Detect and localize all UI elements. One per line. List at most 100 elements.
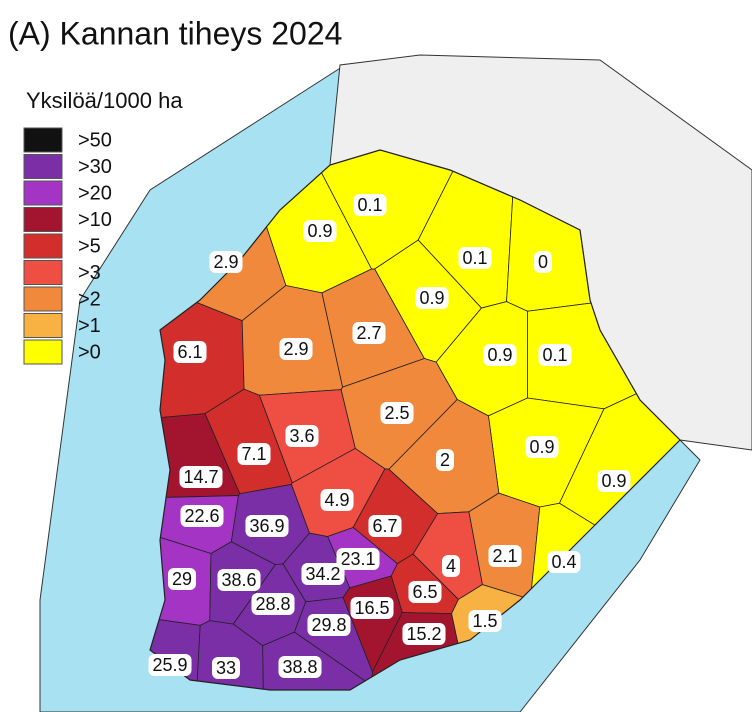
title: (A) Kannan tiheys 2024 bbox=[8, 15, 342, 51]
region-label: 4 bbox=[441, 555, 461, 577]
region-label: 3.6 bbox=[285, 425, 319, 447]
region-label: 33 bbox=[211, 657, 241, 679]
region-label: 0.9 bbox=[597, 470, 631, 492]
label-box bbox=[237, 443, 271, 465]
label-box bbox=[547, 551, 581, 573]
region-value: 6.1 bbox=[177, 342, 202, 362]
region-label: 36.9 bbox=[245, 515, 289, 537]
region-value: 0.9 bbox=[529, 437, 554, 457]
legend-swatch bbox=[23, 154, 63, 179]
label-box bbox=[350, 597, 394, 619]
region-label: 23.1 bbox=[336, 548, 380, 570]
region-value: 1.5 bbox=[472, 611, 497, 631]
region-label: 0.9 bbox=[303, 220, 337, 242]
legend-swatch bbox=[23, 127, 63, 153]
label-box bbox=[209, 251, 243, 273]
region-value: 14.7 bbox=[183, 467, 218, 487]
region-value: 3.6 bbox=[289, 426, 314, 446]
label-box bbox=[148, 654, 192, 676]
region-labels: 0.1 0.9 2.9 0.1 0 0.9 6.1 2.9 2.7 0.9 0.1 2.5 3.6 7.1… bbox=[148, 194, 631, 679]
legend-label: >10 bbox=[78, 209, 112, 231]
region-label: 2.9 bbox=[209, 251, 243, 273]
region-label: 14.7 bbox=[179, 466, 223, 488]
label-box bbox=[180, 505, 224, 527]
label-box bbox=[353, 194, 387, 216]
region-label: 16.5 bbox=[350, 597, 394, 619]
region-label: 6.1 bbox=[173, 341, 207, 363]
region-value: 15.2 bbox=[406, 624, 441, 644]
region-value: 2.1 bbox=[492, 546, 517, 566]
label-box bbox=[245, 515, 289, 537]
region-value: 28.8 bbox=[255, 594, 290, 614]
region-label: 0.1 bbox=[538, 344, 572, 366]
label-box bbox=[597, 470, 631, 492]
region-label: 38.8 bbox=[278, 656, 322, 678]
label-box bbox=[441, 555, 461, 577]
region-value: 0.9 bbox=[419, 288, 444, 308]
region-value: 36.9 bbox=[249, 516, 284, 536]
legend-label: >20 bbox=[78, 182, 112, 204]
legend-swatch bbox=[23, 286, 63, 312]
region-label: 0.4 bbox=[547, 551, 581, 573]
region-value: 0.1 bbox=[542, 345, 567, 365]
label-box bbox=[303, 220, 337, 242]
region-label: 2.7 bbox=[352, 322, 386, 344]
legend-label: >50 bbox=[78, 129, 112, 151]
region-label: 4.9 bbox=[320, 489, 354, 511]
label-box bbox=[167, 568, 197, 590]
region-value: 38.8 bbox=[282, 657, 317, 677]
label-box bbox=[408, 581, 442, 603]
region-label: 2 bbox=[435, 449, 455, 471]
label-box bbox=[488, 545, 522, 567]
label-box bbox=[251, 593, 295, 615]
region-label: 0.9 bbox=[415, 287, 449, 309]
region-label: 0.1 bbox=[458, 247, 492, 269]
region-value: 4.9 bbox=[324, 490, 349, 510]
label-box bbox=[380, 402, 414, 424]
legend-label: >2 bbox=[78, 288, 101, 310]
label-box bbox=[402, 623, 446, 645]
legend-label: >0 bbox=[78, 341, 101, 363]
region-value: 38.6 bbox=[221, 570, 256, 590]
label-box bbox=[217, 569, 261, 591]
region-label: 2.1 bbox=[488, 545, 522, 567]
region-label: 0.9 bbox=[483, 344, 517, 366]
label-box bbox=[468, 610, 502, 632]
label-box bbox=[533, 251, 553, 273]
region-value: 6.7 bbox=[372, 516, 397, 536]
label-box bbox=[435, 449, 455, 471]
region-value: 33 bbox=[216, 658, 236, 678]
label-box bbox=[211, 657, 241, 679]
legend-title: Yksilöä/1000 ha bbox=[26, 88, 183, 113]
legend-swatch bbox=[23, 339, 63, 365]
region-value: 25.9 bbox=[152, 655, 187, 675]
region-value: 2.9 bbox=[283, 339, 308, 359]
label-box bbox=[458, 247, 492, 269]
legend: >50 >30 >20 >10 >5 >3 >2 >1 >0 bbox=[23, 127, 112, 365]
label-box bbox=[538, 344, 572, 366]
region-label: 2.9 bbox=[279, 338, 313, 360]
region-label: 6.5 bbox=[408, 581, 442, 603]
legend-swatch bbox=[23, 313, 63, 338]
region-value: 0.1 bbox=[357, 195, 382, 215]
region-value: 34.2 bbox=[305, 564, 340, 584]
region-label: 38.6 bbox=[217, 569, 261, 591]
region-value: 29 bbox=[172, 569, 192, 589]
label-box bbox=[320, 489, 354, 511]
region-value: 23.1 bbox=[340, 549, 375, 569]
region-value: 0.9 bbox=[601, 471, 626, 491]
region-label: 28.8 bbox=[251, 593, 295, 615]
label-box bbox=[285, 425, 319, 447]
region-label: 22.6 bbox=[180, 505, 224, 527]
region-value: 0.1 bbox=[462, 248, 487, 268]
label-box bbox=[173, 341, 207, 363]
region-label: 0 bbox=[533, 251, 553, 273]
region-label: 25.9 bbox=[148, 654, 192, 676]
region-value: 2 bbox=[440, 450, 450, 470]
label-box bbox=[368, 515, 402, 537]
region-label: 34.2 bbox=[301, 563, 345, 585]
region-label: 1.5 bbox=[468, 610, 502, 632]
region-label: 6.7 bbox=[368, 515, 402, 537]
label-box bbox=[352, 322, 386, 344]
